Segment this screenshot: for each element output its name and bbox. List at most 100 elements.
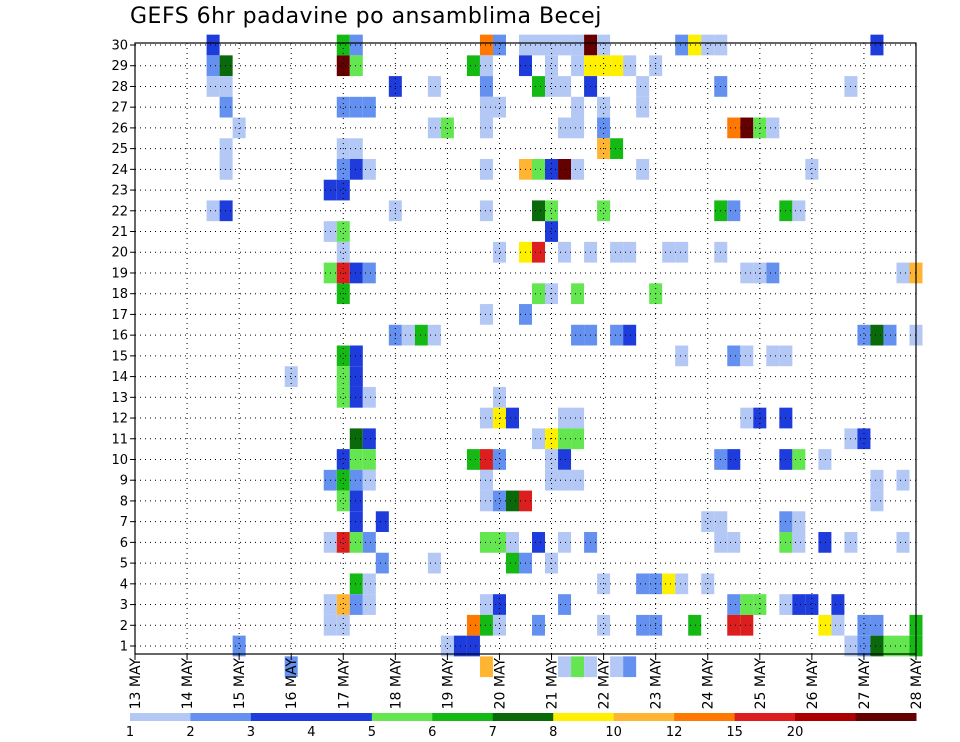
y-tick-label: 13 [111,391,128,406]
heatmap-cell [232,635,246,657]
heatmap-cell [870,614,884,636]
heatmap-cell [362,594,376,615]
y-tick-label: 28 [111,80,128,95]
heatmap-cell [740,614,754,636]
heatmap-cell [870,469,884,491]
y-tick-label: 29 [111,59,128,74]
x-tick-label: 23 MAY [649,658,665,710]
heatmap-cell [532,241,546,263]
heatmap-cell [492,449,506,470]
legend-swatch [371,713,433,721]
heatmap-cell [219,76,233,97]
y-tick-label: 16 [111,329,128,344]
heatmap-cell [792,200,806,222]
heatmap-cell [479,614,493,636]
legend-swatch [613,713,675,721]
heatmap-cell [636,573,650,595]
y-tick-label: 24 [111,163,128,178]
heatmap-cell [336,449,350,470]
heatmap-cell [336,386,350,408]
heatmap-cell [870,324,884,346]
legend-swatch [311,713,373,721]
heatmap-cell [883,635,897,657]
heatmap-cell [336,594,350,615]
heatmap-cell [545,221,559,242]
heatmap-cell [349,532,363,553]
heatmap-cell [492,532,506,553]
heatmap-cell [545,158,559,180]
heatmap-cell [492,386,506,408]
heatmap-cell [610,656,624,678]
heatmap-cell [492,34,506,56]
heatmap-cell [336,221,350,242]
legend-label: 4 [307,725,315,740]
heatmap-cell [219,96,233,118]
legend-label: 2 [186,725,194,740]
heatmap-cell [532,34,546,56]
heatmap-cell [479,594,493,615]
heatmap-cell [896,469,910,491]
heatmap-cell [362,449,376,470]
x-tick-label: 16 MAY [284,658,300,710]
y-tick-label: 6 [120,536,128,551]
y-tick-label: 30 [111,39,128,54]
heatmap-cell [479,96,493,118]
heatmap-cell [831,614,845,636]
x-tick-label: 25 MAY [753,658,769,710]
legend-label: 6 [428,725,436,740]
heatmap-cell [753,117,767,139]
heatmap-cell [349,55,363,77]
heatmap-cell [766,345,780,367]
heatmap-cell [545,76,559,97]
legend-swatch [734,713,796,721]
y-tick-label: 1 [120,640,128,655]
legend-label: 1 [126,725,134,740]
heatmap-cell [701,34,715,56]
heatmap-cell [727,594,741,615]
heatmap-cell [401,324,415,346]
heatmap-cell [532,200,546,222]
heatmap-cell [219,200,233,222]
legend-swatch [553,713,615,721]
y-tick-label: 17 [111,308,128,323]
legend-swatch [130,713,191,721]
x-tick-label: 24 MAY [701,658,717,710]
legend-layer: 1 2 3 4 5 6 7 8 10 12 15 20 [126,713,917,740]
legend-label: 10 [605,725,622,740]
legend-swatch [190,713,252,721]
heatmap-cell [479,449,493,470]
heatmap-cell [883,324,897,346]
heatmap-cell [558,656,572,678]
chart-title: GEFS 6hr padavine po ansamblima Becej [130,4,602,29]
heatmap-cell [427,324,441,346]
heatmap-cell [597,117,611,139]
legend-label: 12 [666,725,683,740]
legend-swatch [432,713,494,721]
heatmap-cell [896,635,910,657]
heatmap-cell [636,76,650,97]
heatmap-cell [375,552,389,574]
heatmap-cell [740,594,754,615]
heatmap-cell [479,55,493,77]
y-tick-label: 21 [111,225,128,240]
heatmap-cell [818,614,832,636]
heatmap-cell [349,386,363,408]
legend-label: 3 [247,725,255,740]
y-tick-label: 22 [111,204,128,219]
heatmap-cell [349,345,363,367]
heatmap-cell [492,490,506,512]
heatmap-cell [349,262,363,284]
x-tick-label: 15 MAY [232,658,248,710]
y-tick-label: 18 [111,287,128,302]
heatmap-cell [336,490,350,512]
heatmap-cell [492,96,506,118]
heatmap-cell [623,241,637,263]
heatmap-cell [479,532,493,553]
heatmap-cell [479,304,493,325]
heatmap-cell [571,407,585,429]
heatmap-cell [349,511,363,533]
heatmap-cell [610,138,624,159]
heatmap-cell [219,158,233,180]
y-tick-label: 27 [111,101,128,116]
